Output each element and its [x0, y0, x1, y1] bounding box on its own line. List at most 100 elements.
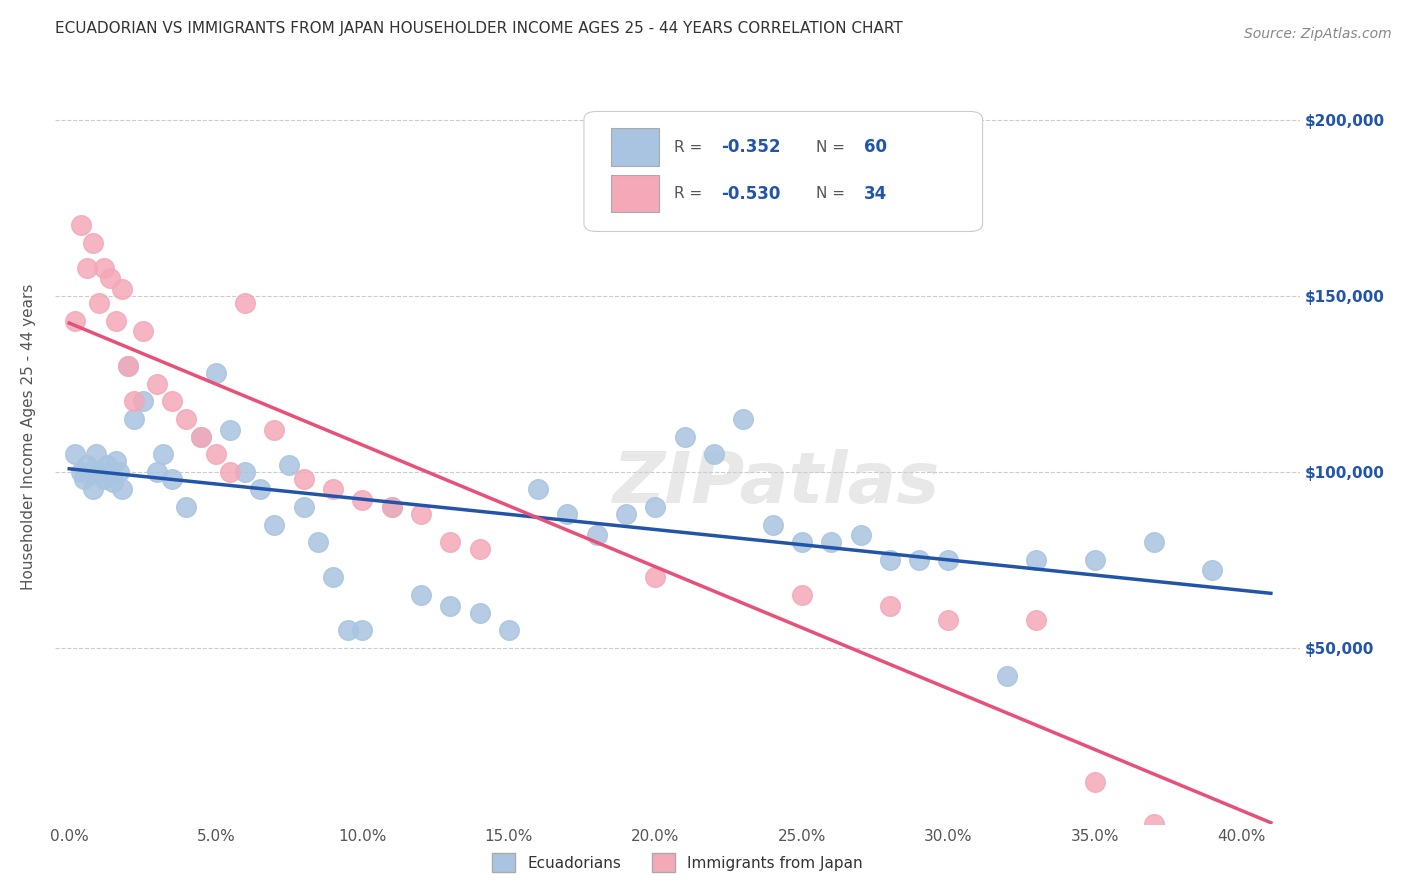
Point: [307, 535, 329, 549]
Point: [879, 553, 901, 567]
Point: [879, 599, 901, 613]
Point: [219, 423, 242, 437]
Point: [585, 528, 607, 542]
Point: [160, 472, 183, 486]
Point: [96, 458, 118, 472]
Point: [111, 483, 134, 497]
Point: [557, 507, 579, 521]
Point: [352, 493, 374, 508]
Point: [190, 430, 212, 444]
Text: R =: R =: [673, 139, 707, 154]
Text: -0.530: -0.530: [721, 185, 780, 202]
Point: [498, 624, 520, 638]
Point: [1084, 553, 1107, 567]
Point: [93, 472, 115, 486]
Point: [322, 483, 344, 497]
Point: [381, 500, 404, 514]
Point: [111, 282, 134, 296]
Point: [122, 412, 145, 426]
Point: [204, 447, 226, 461]
Point: [790, 588, 813, 602]
Point: [63, 313, 86, 327]
Point: [176, 500, 198, 514]
Point: [84, 447, 107, 461]
Point: [233, 465, 256, 479]
Bar: [612, 175, 658, 212]
Text: ZIPatlas: ZIPatlas: [613, 449, 941, 517]
Text: ECUADORIAN VS IMMIGRANTS FROM JAPAN HOUSEHOLDER INCOME AGES 25 - 44 YEARS CORREL: ECUADORIAN VS IMMIGRANTS FROM JAPAN HOUS…: [55, 21, 903, 36]
Point: [849, 528, 872, 542]
Point: [98, 271, 121, 285]
Bar: [612, 128, 658, 166]
Point: [82, 483, 104, 497]
Point: [278, 458, 301, 472]
Point: [1201, 563, 1223, 577]
Point: [468, 542, 491, 557]
Text: N =: N =: [815, 186, 849, 201]
Point: [79, 465, 101, 479]
Point: [131, 394, 153, 409]
Point: [527, 483, 550, 497]
Point: [105, 454, 128, 468]
Point: [105, 313, 128, 327]
Point: [160, 394, 183, 409]
Point: [322, 570, 344, 584]
Point: [103, 475, 125, 490]
Point: [190, 430, 212, 444]
Point: [1084, 774, 1107, 789]
Y-axis label: Householder Income Ages 25 - 44 years: Householder Income Ages 25 - 44 years: [21, 284, 35, 590]
Point: [152, 447, 174, 461]
Point: [762, 517, 785, 532]
Point: [439, 599, 461, 613]
Point: [439, 535, 461, 549]
Point: [63, 447, 86, 461]
Point: [1025, 613, 1047, 627]
Point: [108, 465, 131, 479]
Point: [703, 447, 725, 461]
Point: [292, 472, 315, 486]
Point: [352, 624, 374, 638]
Point: [644, 570, 666, 584]
Point: [146, 465, 169, 479]
Point: [292, 500, 315, 514]
Point: [468, 606, 491, 620]
Point: [122, 394, 145, 409]
Point: [995, 669, 1018, 683]
Point: [73, 472, 96, 486]
Point: [146, 376, 169, 391]
Point: [938, 553, 960, 567]
Point: [614, 507, 637, 521]
Point: [673, 430, 696, 444]
Point: [249, 483, 271, 497]
Point: [1143, 535, 1166, 549]
Text: N =: N =: [815, 139, 849, 154]
Legend: Ecuadorians, Immigrants from Japan: Ecuadorians, Immigrants from Japan: [486, 847, 869, 878]
Point: [90, 465, 112, 479]
Text: -0.352: -0.352: [721, 138, 780, 156]
Point: [93, 260, 115, 275]
Point: [70, 219, 93, 233]
Point: [938, 613, 960, 627]
Point: [908, 553, 931, 567]
Point: [820, 535, 842, 549]
Point: [409, 507, 432, 521]
Point: [1143, 817, 1166, 831]
Point: [131, 324, 153, 338]
Point: [76, 260, 98, 275]
Point: [117, 359, 139, 374]
Point: [263, 517, 285, 532]
Point: [204, 367, 226, 381]
Point: [76, 458, 98, 472]
Point: [1025, 553, 1047, 567]
Point: [733, 412, 755, 426]
Point: [233, 296, 256, 310]
Text: 60: 60: [865, 138, 887, 156]
Point: [70, 465, 93, 479]
Point: [176, 412, 198, 426]
Point: [790, 535, 813, 549]
FancyBboxPatch shape: [583, 112, 983, 232]
Point: [87, 465, 110, 479]
Point: [644, 500, 666, 514]
Point: [336, 624, 359, 638]
Point: [263, 423, 285, 437]
